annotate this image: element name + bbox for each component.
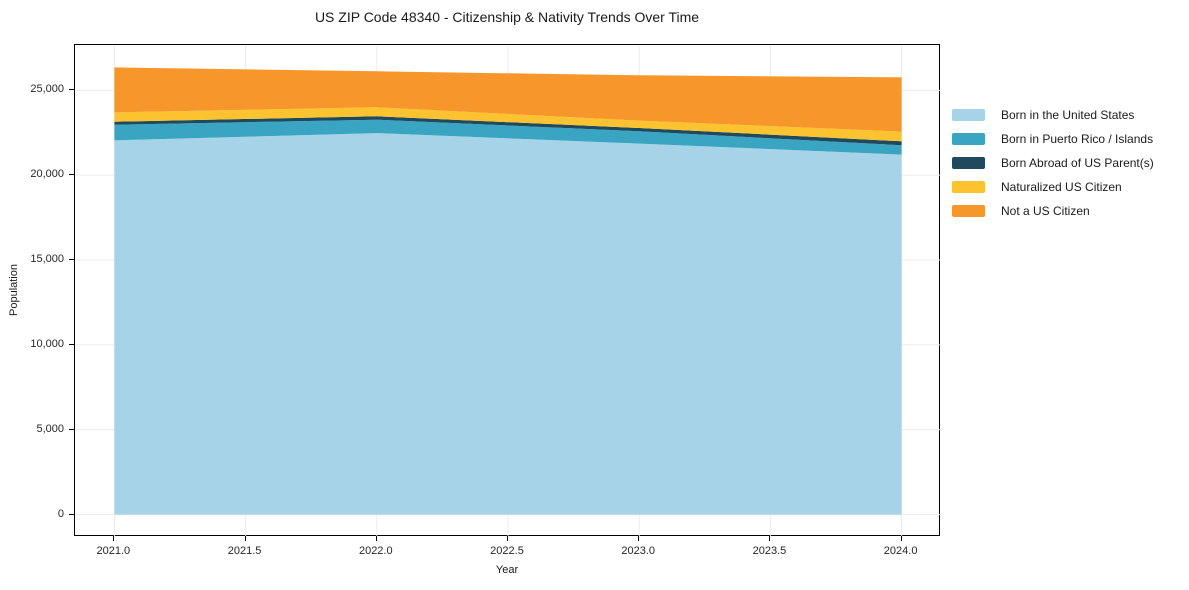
x-tick-label: 2021.5 [227, 545, 262, 557]
legend-item-naturalized-us-citizen: Naturalized US Citizen [952, 175, 1154, 199]
legend-item-born-in-the-united-states: Born in the United States [952, 103, 1154, 127]
area-born-in-the-united-states [114, 133, 902, 515]
x-tick [113, 536, 115, 541]
legend-label: Born in Puerto Rico / Islands [1001, 132, 1154, 146]
x-axis-label: Year [495, 564, 519, 576]
y-tick [69, 89, 74, 91]
y-tick-label: 20,000 [30, 168, 64, 181]
x-tick [638, 536, 640, 541]
x-tick-label: 2024.0 [883, 545, 918, 557]
area-not-a-us-citizen [114, 67, 902, 132]
x-tick [375, 536, 377, 541]
area-naturalized-us-citizen [114, 107, 902, 142]
legend: Born in the United States Born in Puerto … [952, 103, 1154, 223]
y-tick-label: 10,000 [30, 337, 64, 350]
legend-swatch-icon [952, 205, 985, 217]
legend-item-born-abroad-of-us-parent-s: Born Abroad of US Parent(s) [952, 151, 1154, 175]
y-tick-label: 25,000 [30, 83, 64, 96]
legend-label: Born in the United States [1001, 108, 1135, 122]
y-tick [69, 513, 74, 515]
x-tick [507, 536, 508, 541]
legend-swatch-icon [952, 157, 985, 169]
x-tick-label: 2023.0 [621, 545, 656, 557]
y-tick [69, 428, 74, 430]
legend-swatch-icon [952, 181, 985, 193]
x-tick [900, 536, 902, 541]
legend-label: Naturalized US Citizen [1001, 180, 1122, 194]
legend-swatch-icon [952, 133, 985, 145]
y-tick-label: 5,000 [36, 422, 64, 435]
x-tick [769, 536, 771, 541]
legend-item-not-a-us-citizen: Not a US Citizen [952, 199, 1154, 223]
plot-area [74, 44, 941, 537]
y-tick [69, 174, 74, 176]
legend-swatch-icon [952, 109, 985, 121]
x-tick-label: 2022.0 [358, 545, 393, 557]
legend-label: Not a US Citizen [1001, 204, 1090, 218]
y-axis-label: Population [8, 264, 20, 316]
stacked-area-chart [75, 45, 941, 537]
y-tick [69, 259, 74, 261]
y-tick-label: 15,000 [30, 253, 64, 266]
x-tick [244, 536, 246, 541]
area-born-in-puerto-rico-islands [114, 119, 902, 155]
x-tick-label: 2021.0 [96, 545, 131, 557]
y-tick [69, 343, 74, 345]
x-tick-label: 2022.5 [490, 545, 524, 557]
y-tick-label: 0 [57, 507, 64, 520]
legend-label: Born Abroad of US Parent(s) [1001, 156, 1154, 170]
legend-item-born-in-puerto-rico-islands: Born in Puerto Rico / Islands [952, 127, 1154, 151]
chart-title: US ZIP Code 48340 - Citizenship & Nativi… [314, 9, 700, 25]
x-tick-label: 2023.5 [752, 545, 787, 557]
